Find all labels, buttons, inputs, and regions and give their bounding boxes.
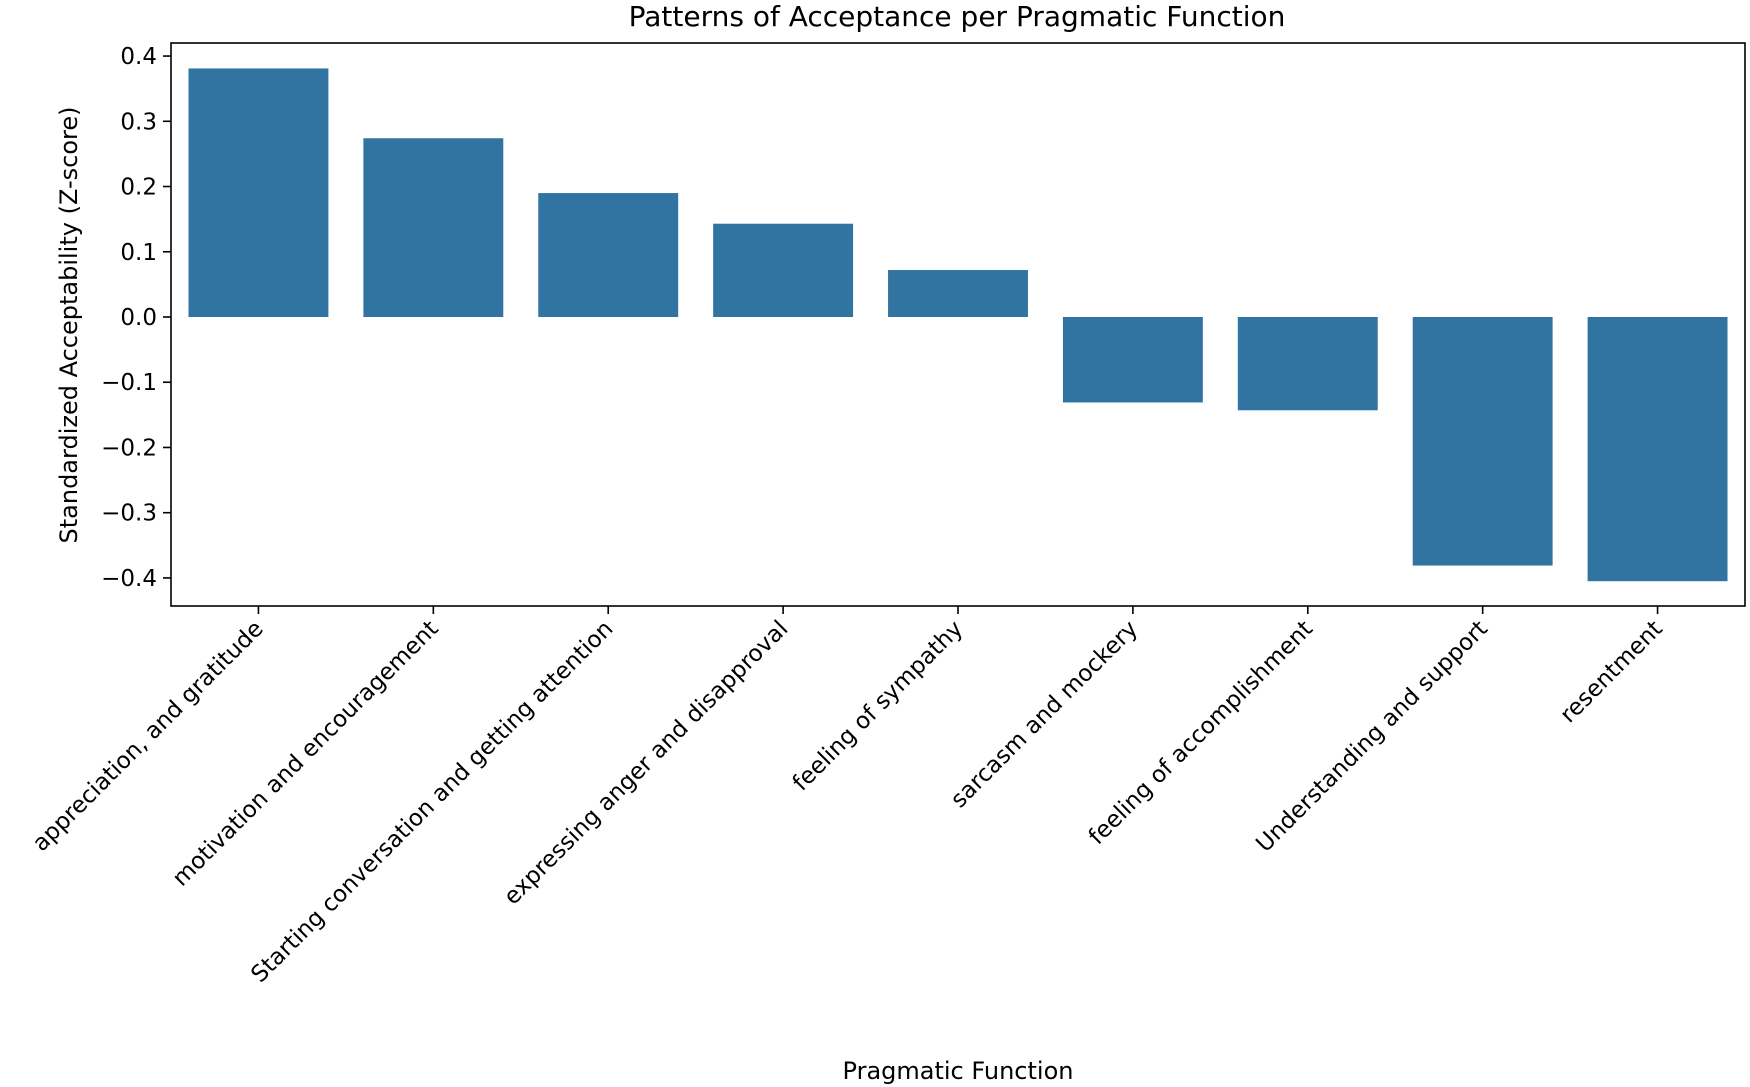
- chart-title: Patterns of Acceptance per Pragmatic Fun…: [629, 0, 1286, 33]
- bar-4: [713, 223, 854, 317]
- bar-5: [888, 270, 1028, 317]
- x-tick-label: expressing anger and disapproval: [499, 616, 793, 910]
- y-tick-label: −0.3: [101, 501, 157, 527]
- bar-3: [538, 193, 679, 317]
- y-tick-label: 0.0: [120, 305, 157, 331]
- y-tick-label: −0.1: [101, 370, 157, 396]
- bar-9: [1587, 317, 1728, 582]
- y-axis-label: Standardized Acceptability (Z-score): [55, 107, 83, 544]
- y-tick-label: 0.1: [120, 240, 157, 266]
- bars-group: [188, 68, 1728, 582]
- y-tick-label: 0.2: [120, 175, 157, 201]
- y-axis-ticks: 0.4 0.3 0.2 0.1 0.0 −0.1 −0.2 −0.3 −0.4: [101, 44, 171, 592]
- bar-2: [363, 138, 504, 317]
- x-tick-label: sarcasm and mockery: [946, 616, 1143, 813]
- x-tick-label: feeling of sympathy: [788, 616, 968, 796]
- x-axis-label: Pragmatic Function: [843, 1057, 1074, 1085]
- x-tick-label: resentment: [1555, 616, 1667, 728]
- y-tick-label: 0.4: [120, 44, 157, 70]
- bar-8: [1412, 317, 1553, 566]
- bar-7: [1237, 317, 1378, 411]
- y-tick-label: −0.4: [101, 566, 157, 592]
- bar-1: [188, 68, 329, 317]
- y-tick-label: −0.2: [101, 435, 157, 461]
- x-tick-label: Starting conversation and getting attent…: [246, 616, 618, 988]
- bar-6: [1062, 317, 1203, 403]
- y-tick-label: 0.3: [120, 109, 157, 135]
